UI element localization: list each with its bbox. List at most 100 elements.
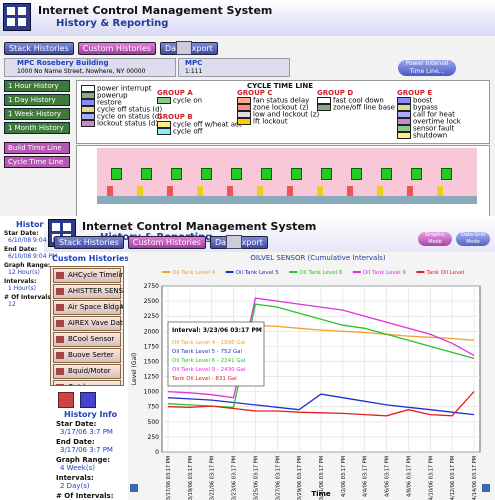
scroll-right: [482, 484, 490, 492]
unit-id: 1:111: [185, 68, 203, 75]
swatch: [81, 106, 95, 113]
chart: OILVEL SENSOR (Cumulative Intervals) 0 250…: [128, 252, 495, 500]
legend-label: Oil Tank Level 6: [299, 270, 343, 276]
legend-item: lft lockout: [237, 118, 319, 125]
legend-item: bypass: [397, 104, 461, 111]
legend-item: fast cool down: [317, 97, 395, 104]
location-address: 1000 No Name Street, Nowhere, NY 00000: [17, 68, 146, 75]
title: Internet Control Management System: [38, 4, 273, 17]
legend-item: cycle off status (d): [81, 106, 162, 113]
tab[interactable]: Stack Histories: [4, 42, 74, 55]
custom-history-item[interactable]: AIREX Vave Data: [53, 316, 123, 331]
tooltip-line: Oil Tank Level 5 - 752 Gal: [172, 349, 242, 355]
cycle-block: [231, 168, 242, 180]
custom-history-item[interactable]: BCool Sensor: [53, 332, 121, 347]
status-block: [287, 186, 293, 196]
legend-item: boost: [397, 97, 461, 104]
cycle-block: [261, 168, 272, 180]
mode-button[interactable]: Graphic Mode: [418, 232, 452, 246]
custom-history-item[interactable]: AHCycle Timeline: [53, 268, 123, 283]
cycle-block: [171, 168, 182, 180]
legend-label: Oil Tank Level 9: [363, 270, 407, 276]
timeline-base: [97, 196, 477, 204]
swatch: [81, 85, 95, 92]
chart-icon[interactable]: [58, 392, 74, 408]
tab[interactable]: Custom Histories: [77, 42, 156, 55]
field-value: 3/17/06 3:7 PM: [60, 446, 113, 454]
legend-item: overtime lock: [397, 118, 461, 125]
history-button[interactable]: 1 Day History: [4, 94, 70, 106]
field-label: # Of Intervals:: [4, 294, 54, 301]
tab[interactable]: Stack Histories: [54, 236, 124, 249]
legend-label: Tank Oil Level: [425, 270, 464, 276]
field-value: 3/17/06 3:7 PM: [60, 428, 113, 436]
status-block: [347, 186, 353, 196]
x-tick-label: 4/2/06 03:17 PM: [341, 456, 347, 497]
y-tick-label: 2000: [144, 328, 159, 335]
y-axis-label: Level (Gal): [131, 353, 138, 385]
x-tick-label: 3/17/06 03:17 PM: [166, 456, 172, 500]
grid-icon[interactable]: [80, 392, 96, 408]
custom-history-item[interactable]: AHISTTER SENSOR: [53, 284, 123, 299]
icon[interactable]: [176, 41, 192, 55]
group-name: GROUP C: [237, 89, 273, 97]
y-tick-label: 0: [155, 449, 159, 456]
front-window: History Info Internet Control Management…: [0, 216, 495, 500]
group-name: GROUP B: [157, 113, 193, 121]
x-tick-label: 4/12/06 03:17 PM: [450, 456, 456, 500]
swatch: [237, 97, 251, 104]
field-label: Graph Range:: [56, 456, 111, 464]
status-block: [197, 186, 203, 196]
custom-history-item[interactable]: Outdoor: [53, 380, 121, 385]
legend-item: cycle off: [157, 128, 242, 135]
history-button[interactable]: 1 Hour History: [4, 80, 70, 92]
status-block: [377, 186, 383, 196]
timeline-button[interactable]: Build Time Line: [4, 142, 70, 154]
tooltip-line: Tank Oil Level - 831 Gal: [171, 376, 237, 382]
y-tick-label: 1250: [144, 374, 159, 381]
status-block: [257, 186, 263, 196]
y-tick-label: 500: [148, 419, 160, 426]
legend-label: zone lockout (z): [253, 103, 309, 112]
field-value: 4 Week(s): [60, 464, 95, 472]
legend-item: cycle off w/heat act: [157, 121, 242, 128]
cycle-block: [201, 168, 212, 180]
x-axis-label: Time: [311, 490, 330, 498]
legend-label: cycle off status (d): [97, 105, 163, 114]
legend-item: lockout status (d): [81, 120, 162, 127]
cycle-block: [291, 168, 302, 180]
mode-button[interactable]: Data Grid Mode: [456, 232, 490, 246]
x-tick-label: 4/4/06 03:17 PM: [363, 456, 369, 497]
swatch: [317, 104, 331, 111]
x-tick-label: 3/19/06 03:17 PM: [188, 456, 194, 500]
cycle-block: [111, 168, 122, 180]
icon[interactable]: [226, 235, 242, 249]
custom-history-item[interactable]: Bquid/Motor: [53, 364, 121, 379]
cycle-block: [141, 168, 152, 180]
location-box: MPC Rosebery Building 1000 No Name Stree…: [4, 58, 176, 77]
x-tick-label: 3/23/06 03:17 PM: [232, 456, 238, 500]
history-button[interactable]: 1 Week History: [4, 108, 70, 120]
y-tick-label: 1000: [144, 389, 159, 396]
field-label: Graph Range:: [4, 262, 51, 269]
power-button[interactable]: Power Interval Time Line...: [398, 60, 456, 76]
status-block: [317, 186, 323, 196]
status-block: [227, 186, 233, 196]
legend-label: cycle off: [173, 127, 203, 136]
swatch: [81, 99, 95, 106]
custom-history-item[interactable]: Buove Serter: [53, 348, 121, 363]
subtitle: History & Reporting: [56, 18, 169, 29]
legend-item: zone lockout (z): [237, 104, 319, 111]
custom-history-item[interactable]: Air Space Bldg#10: [53, 300, 123, 315]
unit: MPC: [185, 59, 203, 67]
history-button[interactable]: 1 Month History: [4, 122, 70, 134]
tooltip-title: Interval: 3/23/06 03:17 PM: [172, 327, 262, 334]
y-tick-label: 750: [148, 404, 160, 411]
cycle-block: [351, 168, 362, 180]
swatch: [237, 104, 251, 111]
timeline-button[interactable]: Cycle Time Line: [4, 156, 70, 168]
tab[interactable]: Custom Histories: [127, 236, 206, 249]
